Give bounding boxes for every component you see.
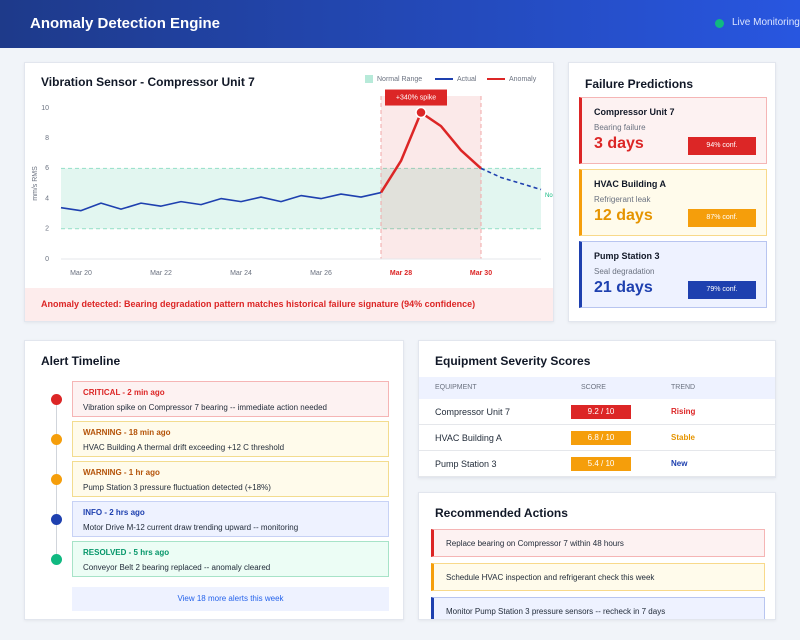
card-title: Recommended Actions: [435, 506, 568, 520]
confidence: 87% conf.: [688, 209, 756, 227]
chart: Vibration Sensor - Compressor Unit 7 0 2 4…: [32, 75, 554, 277]
prediction-item: Compressor Unit 7 Bearing failure 3 days 94…: [579, 97, 767, 164]
equipment-name: Compressor Unit 7: [435, 407, 511, 417]
column-header: SCORE: [581, 384, 606, 391]
header: Anomaly Detection Engine Live Monitoring: [0, 0, 800, 48]
time-to-failure: 12 days: [594, 207, 653, 224]
alert-item: CRITICAL - 2 min ago Vibration spike on C…: [72, 381, 389, 417]
alert-level: RESOLVED - 5 hrs ago: [83, 548, 170, 557]
card-title: Failure Predictions: [585, 77, 694, 91]
chart-title: Vibration Sensor - Compressor Unit 7: [41, 75, 255, 89]
annotation: +340% spike: [396, 94, 436, 101]
card-title: Alert Timeline: [41, 354, 121, 368]
action-item: Replace bearing on Compressor 7 within 4…: [431, 529, 765, 557]
trend: Stable: [671, 433, 696, 442]
alert-message: Pump Station 3 pressure fluctuation dete…: [83, 483, 271, 492]
status-dot: [715, 19, 724, 28]
alert-message: Vibration spike on Compressor 7 bearing …: [83, 403, 327, 412]
alert-message: Conveyor Belt 2 bearing replaced -- anom…: [83, 563, 271, 572]
column-header: TREND: [671, 384, 696, 391]
alert-item: INFO - 2 hrs ago Motor Drive M-12 current…: [72, 501, 389, 537]
table-row: Pump Station 3 5.4 / 10 New: [419, 451, 775, 477]
y-axis-label: mm/s RMS: [32, 166, 39, 201]
x-tick-label: Mar 24: [230, 270, 252, 277]
timeline-dot: [51, 434, 62, 445]
trend: New: [671, 459, 688, 468]
alert-item: WARNING - 1 hr ago Pump Station 3 pressur…: [72, 461, 389, 497]
alert-item: WARNING - 18 min ago HVAC Building A ther…: [72, 421, 389, 457]
score-badge: 5.4 / 10: [571, 457, 631, 471]
x-tick-label: Mar 20: [70, 270, 92, 277]
peak-point: [415, 106, 427, 119]
chart-card: Vibration Sensor - Compressor Unit 7 0 2 4…: [24, 62, 554, 322]
y-tick-label: 4: [45, 195, 49, 202]
score-badge: 9.2 / 10: [571, 405, 631, 419]
legend-swatch: [365, 75, 373, 83]
alert-level: CRITICAL - 2 min ago: [83, 388, 165, 397]
anomaly-window: [381, 96, 481, 259]
predictions-card: Failure Predictions Compressor Unit 7 Bea…: [568, 62, 776, 322]
alert-level: WARNING - 1 hr ago: [83, 468, 160, 477]
alerts-card: Alert Timeline View 18 more alerts this …: [24, 340, 404, 620]
alert-level: WARNING - 18 min ago: [83, 428, 171, 437]
series-line: [480, 167, 542, 191]
confidence: 79% conf.: [688, 281, 756, 299]
x-tick-label: Mar 22: [150, 270, 172, 277]
prediction-item: HVAC Building A Refrigerant leak 12 days 87…: [579, 169, 767, 236]
score-badge: 6.8 / 10: [571, 431, 631, 445]
equipment-name: Compressor Unit 7: [594, 107, 675, 117]
equipment-name: HVAC Building A: [435, 433, 502, 443]
action-item: Monitor Pump Station 3 pressure sensors …: [431, 597, 765, 619]
trend: Rising: [671, 407, 696, 416]
alert-item: RESOLVED - 5 hrs ago Conveyor Belt 2 bear…: [72, 541, 389, 577]
series-line: [60, 191, 382, 212]
action-item: Schedule HVAC inspection and refrigerant…: [431, 563, 765, 591]
column-header: EQUIPMENT: [435, 384, 477, 391]
equipment-name: Pump Station 3: [435, 459, 497, 469]
alert-message: HVAC Building A thermal drift exceeding …: [83, 443, 285, 452]
y-tick-label: 2: [45, 226, 49, 233]
table-header: [419, 377, 775, 399]
status: Live Monitoring: [732, 17, 800, 28]
table-row: HVAC Building A 6.8 / 10 Stable: [419, 425, 775, 451]
y-tick-label: 8: [45, 135, 49, 142]
failure-type: Seal degradation: [594, 267, 655, 276]
annotation-box: [385, 89, 447, 106]
y-tick-label: 6: [45, 165, 49, 172]
severity-card: Equipment Severity Scores EQUIPMENT SCORE…: [418, 340, 776, 478]
app-title: Anomaly Detection Engine: [30, 15, 221, 32]
equipment-name: Pump Station 3: [594, 251, 660, 261]
y-tick-label: 10: [41, 105, 49, 112]
time-to-failure: 3 days: [594, 135, 644, 152]
legend-label: Actual: [457, 76, 477, 83]
timeline-dot: [51, 394, 62, 405]
x-tick-label: Mar 26: [310, 270, 332, 277]
alert-message: Motor Drive M-12 current draw trending u…: [83, 523, 299, 532]
confidence: 94% conf.: [688, 137, 756, 155]
equipment-name: HVAC Building A: [594, 179, 666, 189]
legend-label: Anomaly: [509, 76, 537, 83]
x-tick-label: Mar 28: [390, 270, 412, 277]
actions-card: Recommended Actions Replace bearing on C…: [418, 492, 776, 620]
alert-level: INFO - 2 hrs ago: [83, 508, 145, 517]
card-title: Equipment Severity Scores: [435, 354, 591, 368]
prediction-item: Pump Station 3 Seal degradation 21 days 79%…: [579, 241, 767, 308]
timeline-dot: [51, 554, 62, 565]
failure-type: Bearing failure: [594, 123, 646, 132]
series-line: [379, 111, 482, 194]
x-tick-label: Mar 30: [470, 270, 492, 277]
anomaly-message: Anomaly detected: Bearing degradation pa…: [25, 288, 553, 321]
timeline-dot: [51, 474, 62, 485]
failure-type: Refrigerant leak: [594, 195, 651, 204]
range-label: Normal: [545, 193, 554, 199]
time-to-failure: 21 days: [594, 279, 653, 296]
more-alerts-link[interactable]: View 18 more alerts this week: [72, 587, 389, 611]
y-tick-label: 0: [45, 256, 49, 263]
timeline-dot: [51, 514, 62, 525]
table-row: Compressor Unit 7 9.2 / 10 Rising: [419, 399, 775, 425]
legend-label: Normal Range: [377, 76, 422, 83]
normal-range: [61, 168, 541, 229]
